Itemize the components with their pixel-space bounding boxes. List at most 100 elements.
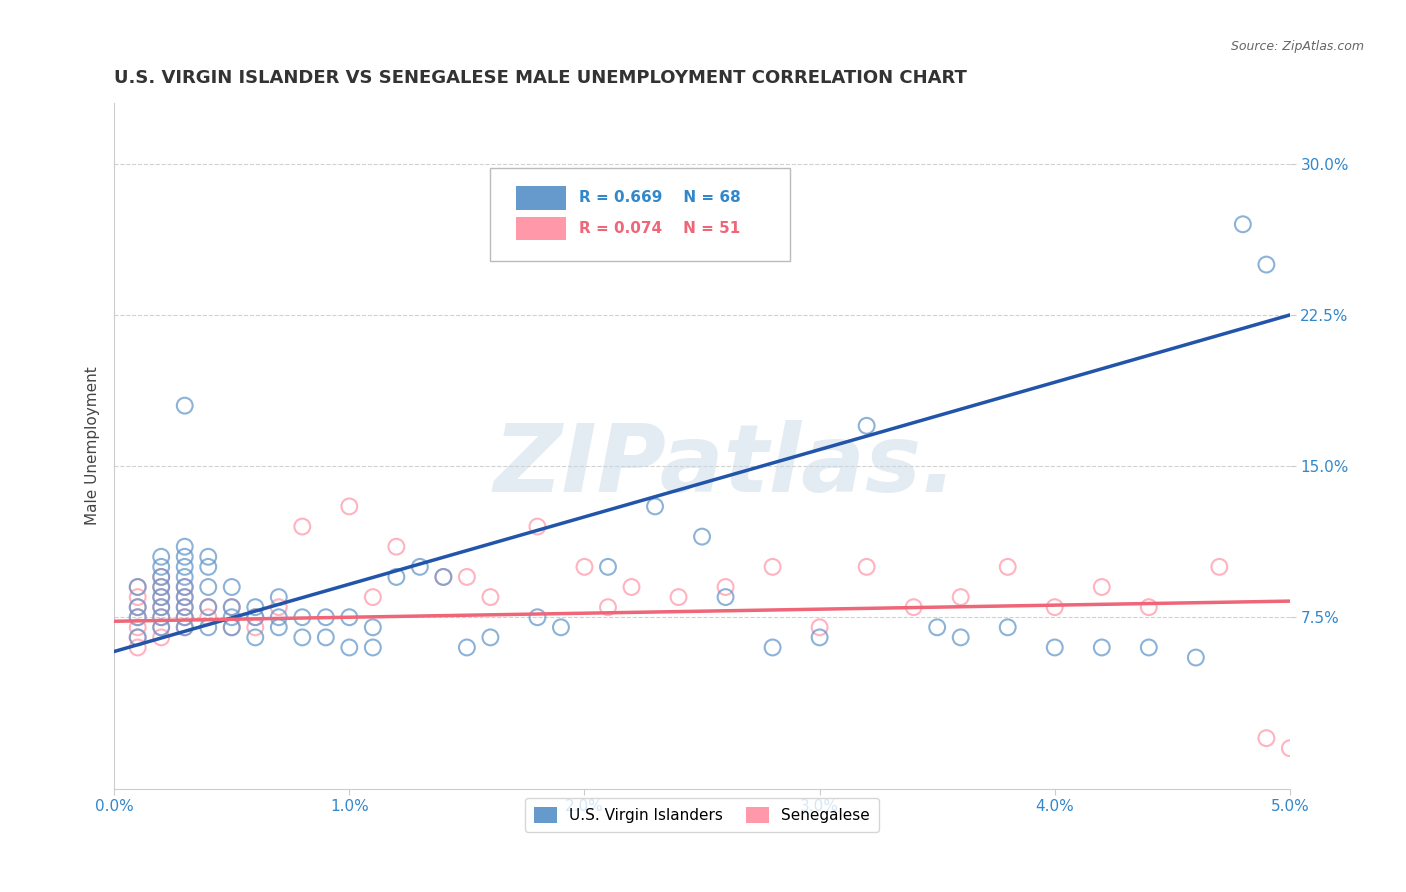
Point [150,600,173,615]
Point [173,620,195,634]
Point [127,580,149,594]
Point [1043,640,1066,655]
Point [127,631,149,645]
Legend: U.S. Virgin Islanders, Senegalese: U.S. Virgin Islanders, Senegalese [524,798,879,832]
Point [127,610,149,624]
Point [127,600,149,615]
Point [197,549,219,564]
Point [291,519,314,533]
Point [855,418,877,433]
Point [315,631,337,645]
Point [456,640,478,655]
Point [173,399,195,413]
Point [574,559,596,574]
Point [855,559,877,574]
Point [267,600,290,615]
Point [197,600,219,615]
Point [221,600,243,615]
Point [173,610,195,624]
Point [245,620,267,634]
Point [761,559,783,574]
Point [150,570,173,584]
Point [1278,741,1301,756]
Point [150,631,173,645]
Point [150,580,173,594]
Point [197,600,219,615]
Point [550,620,572,634]
Point [456,570,478,584]
Point [361,620,384,634]
Point [291,610,314,624]
Point [173,600,195,615]
Y-axis label: Male Unemployment: Male Unemployment [86,367,100,525]
Point [432,570,454,584]
Point [173,570,195,584]
Point [150,610,173,624]
Point [1185,650,1208,665]
Point [221,580,243,594]
Point [245,600,267,615]
Point [173,620,195,634]
Point [1091,640,1114,655]
Point [150,570,173,584]
Point [997,559,1019,574]
Point [245,631,267,645]
Point [1256,731,1278,746]
Bar [516,186,565,210]
Point [173,600,195,615]
Point [526,610,548,624]
Point [173,580,195,594]
Point [409,559,432,574]
Text: R = 0.074    N = 51: R = 0.074 N = 51 [579,221,740,236]
Point [267,620,290,634]
Text: ZIPatlas.: ZIPatlas. [494,420,957,513]
Point [620,580,643,594]
Point [1137,640,1160,655]
Point [479,590,502,604]
Point [127,580,149,594]
Point [197,580,219,594]
Point [714,580,737,594]
Point [361,640,384,655]
Point [337,640,360,655]
Point [714,590,737,604]
Point [997,620,1019,634]
Point [761,640,783,655]
Point [150,590,173,604]
Point [221,610,243,624]
Point [1137,600,1160,615]
Point [1043,600,1066,615]
Point [173,580,195,594]
Point [150,580,173,594]
Point [1232,217,1254,231]
Point [150,549,173,564]
Point [291,631,314,645]
Point [150,610,173,624]
Point [173,559,195,574]
Point [221,600,243,615]
Point [173,610,195,624]
Point [150,590,173,604]
Point [315,610,337,624]
Point [127,600,149,615]
Point [127,620,149,634]
Point [150,600,173,615]
Point [150,620,173,634]
Point [173,590,195,604]
Text: U.S. VIRGIN ISLANDER VS SENEGALESE MALE UNEMPLOYMENT CORRELATION CHART: U.S. VIRGIN ISLANDER VS SENEGALESE MALE … [114,69,967,87]
Point [668,590,690,604]
Point [596,559,619,574]
Point [267,590,290,604]
Point [127,610,149,624]
Point [526,519,548,533]
Point [173,540,195,554]
Point [173,590,195,604]
Point [1091,580,1114,594]
Point [385,570,408,584]
Point [385,540,408,554]
Point [173,549,195,564]
Point [197,620,219,634]
Point [1208,559,1230,574]
Point [127,640,149,655]
Point [432,570,454,584]
